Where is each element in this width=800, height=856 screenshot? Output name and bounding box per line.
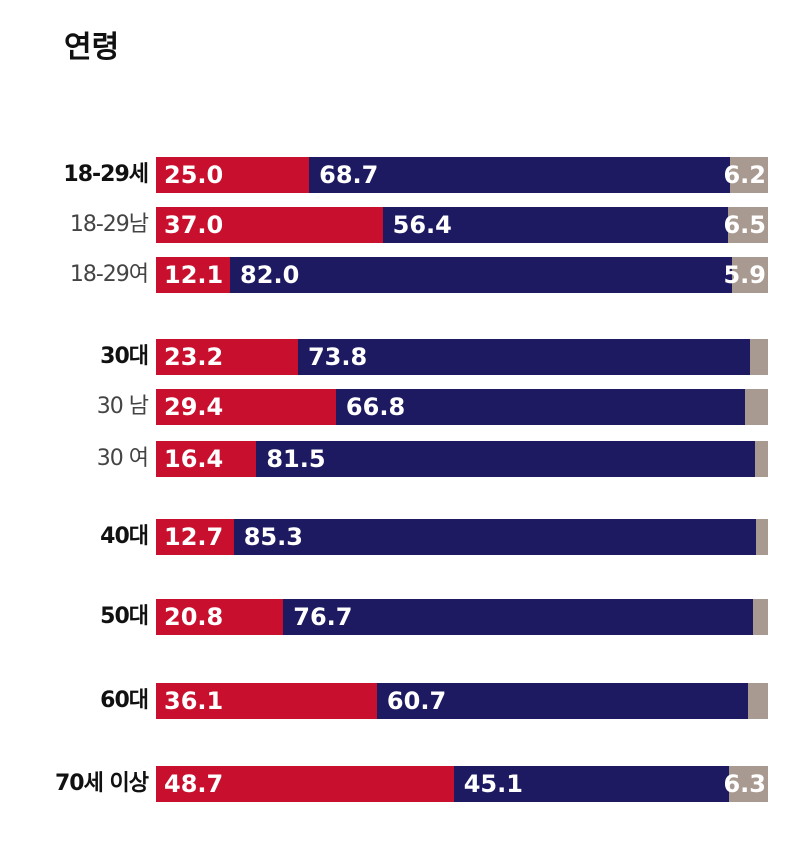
bar-segment: 23.2 [156, 339, 298, 375]
data-label: 68.7 [319, 161, 379, 189]
bar-segment: 12.7 [156, 519, 234, 555]
category-label: 18-29여 [69, 262, 149, 287]
bar-segment: 82.0 [230, 257, 732, 293]
data-label: 82.0 [240, 261, 300, 289]
category-label: 18-29남 [69, 212, 149, 237]
bar-segment: 29.4 [156, 389, 336, 425]
bar-segment: 76.7 [283, 599, 753, 635]
data-label: 6.2 [723, 161, 766, 189]
data-label: 56.4 [392, 211, 452, 239]
bar-segment: 25.0 [156, 157, 310, 193]
bar-segment: 6.3 [723, 766, 768, 802]
category-label: 18-29세 [63, 162, 149, 187]
bar-row: 12.1 82.0 5.9 [156, 257, 768, 293]
data-label: 29.4 [164, 393, 224, 421]
bar-segment: 37.0 [156, 207, 383, 243]
data-label: 76.7 [293, 603, 353, 631]
data-label: 81.5 [266, 445, 326, 473]
bar-row: 23.2 73.8 [156, 339, 768, 375]
data-label: 12.7 [164, 523, 224, 551]
data-label: 16.4 [164, 445, 224, 473]
bar-row: 37.0 56.4 6.5 [156, 207, 768, 243]
bar-segment [755, 519, 768, 555]
bar-segment [755, 441, 768, 477]
category-label: 40대 [100, 524, 149, 549]
category-label: 30대 [100, 344, 149, 369]
data-label: 20.8 [164, 603, 224, 631]
chart-title: 연령 [64, 30, 120, 65]
data-label: 36.1 [164, 687, 224, 715]
data-label: 12.1 [164, 261, 224, 289]
bar-segment [744, 389, 768, 425]
bar-row: 12.7 85.3 [156, 519, 768, 555]
bar-row: 25.0 68.7 6.2 [156, 157, 768, 193]
data-label: 37.0 [164, 211, 224, 239]
bar-segment: 81.5 [256, 441, 756, 477]
data-label: 23.2 [164, 343, 224, 371]
bar-segment: 12.1 [156, 257, 231, 293]
category-label: 30 여 [96, 446, 149, 471]
category-label: 30 남 [96, 394, 149, 419]
data-label: 60.7 [386, 687, 447, 715]
data-label: 73.8 [307, 343, 368, 371]
bar-segment: 20.8 [156, 599, 284, 635]
bar-row: 20.8 76.7 [156, 599, 768, 635]
bar-row: 48.7 45.1 6.3 [156, 766, 768, 802]
bar-segment [752, 599, 768, 635]
bar-segment: 45.1 [453, 766, 730, 802]
bar-row: 36.1 60.7 [156, 683, 768, 719]
data-label: 6.5 [723, 211, 766, 239]
bar-row: 29.4 66.8 [156, 389, 768, 425]
bar-segment: 6.2 [723, 157, 768, 193]
bar-segment: 85.3 [233, 519, 756, 555]
category-label: 50대 [100, 604, 149, 629]
bar-segment: 60.7 [376, 683, 749, 719]
bar-segment: 68.7 [309, 157, 730, 193]
bar-row: 16.4 81.5 [156, 441, 768, 477]
bar-segment: 36.1 [156, 683, 377, 719]
data-label: 48.7 [164, 770, 224, 798]
data-label: 45.1 [463, 770, 523, 798]
category-label: 70세 이상 [55, 771, 149, 796]
bar-segment: 16.4 [156, 441, 257, 477]
bar-segment [748, 683, 768, 719]
bar-segment: 6.5 [723, 207, 768, 243]
data-label: 6.3 [723, 770, 766, 798]
data-label: 85.3 [243, 523, 303, 551]
category-label: 60대 [100, 688, 149, 713]
bar-segment: 56.4 [382, 207, 729, 243]
bar-segment [749, 339, 768, 375]
bar-segment: 73.8 [297, 339, 750, 375]
data-label: 66.8 [345, 393, 406, 421]
data-label: 25.0 [164, 161, 224, 189]
bar-segment: 48.7 [156, 766, 454, 802]
bar-segment: 5.9 [723, 257, 768, 293]
bar-segment: 66.8 [335, 389, 745, 425]
data-label: 5.9 [723, 261, 766, 289]
